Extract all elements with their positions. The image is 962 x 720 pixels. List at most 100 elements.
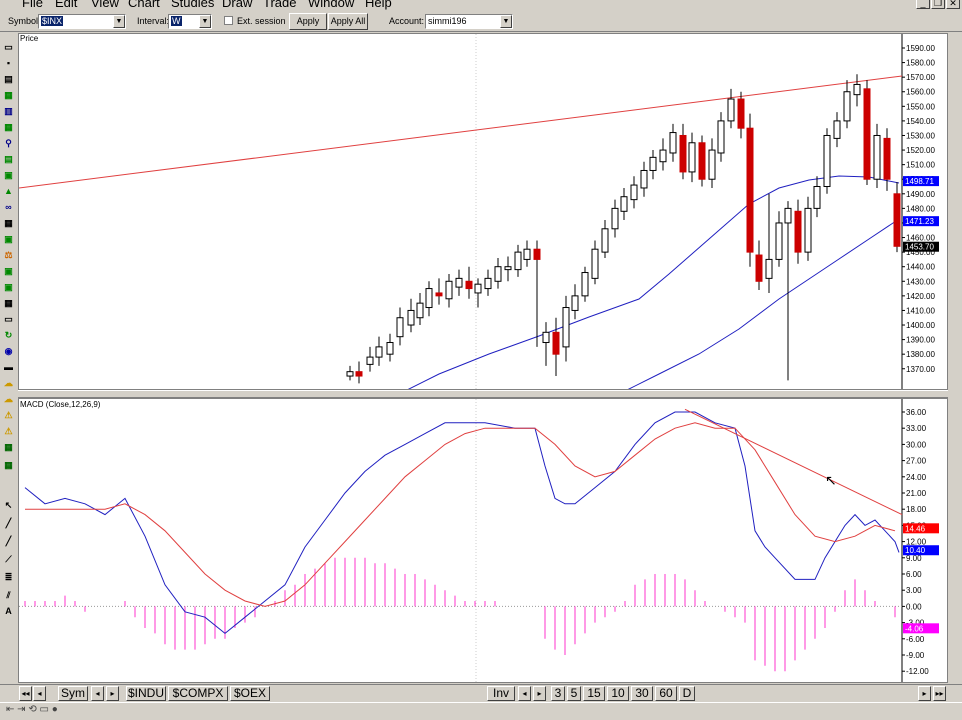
interval-tab-d[interactable]: D (679, 686, 695, 701)
chevron-down-icon[interactable]: ▼ (113, 15, 125, 28)
interval-tab-30[interactable]: 30 (631, 686, 653, 701)
menu-help[interactable]: Help (365, 0, 392, 10)
axis-tick-label: 1510.00 (906, 161, 935, 170)
ray-tool-icon[interactable]: ╱ (5, 536, 12, 546)
cloud-2-icon[interactable]: ☁ (4, 394, 13, 404)
sheet-icon[interactable]: ▦ (4, 122, 13, 132)
symbol-tab-indu[interactable]: $INDU (126, 686, 166, 701)
axis-tick-label: 0.00 (906, 602, 922, 611)
prev-symbol-icon[interactable]: ◂ (91, 686, 104, 701)
candle-bull (416, 302, 424, 319)
cloud-icon[interactable]: ☁ (4, 378, 13, 388)
text-tool-icon[interactable]: A (5, 606, 12, 616)
trend-tool-icon[interactable]: ⟋ (5, 554, 12, 564)
tool-t-icon[interactable]: ▣ (4, 266, 13, 276)
candle-bull (396, 317, 404, 338)
candle-bull (445, 280, 453, 300)
tool-p-icon[interactable]: ▣ (4, 282, 13, 292)
link-icon[interactable]: ∞ (5, 202, 12, 212)
candle-bear (863, 88, 871, 180)
interval-tab-10[interactable]: 10 (607, 686, 629, 701)
apply-all-button[interactable]: Apply All (328, 13, 368, 30)
save-icon[interactable]: ▪ (6, 58, 11, 68)
chevron-down-icon[interactable]: ▼ (199, 15, 211, 28)
macd-pane[interactable]: MACD (Close,12,26,9) 36.00 33.00 30.00 27.0… (18, 398, 948, 683)
restore-icon[interactable]: ❐ (931, 0, 945, 9)
candle-bull (407, 309, 415, 326)
spreadsheet-icon[interactable]: ▦ (4, 298, 13, 308)
symbol-tab-compx[interactable]: $COMPX (168, 686, 228, 701)
grid-icon[interactable]: ▦ (4, 218, 13, 228)
calc-2-icon[interactable]: ▦ (4, 460, 13, 470)
prev-interval-icon[interactable]: ◂ (518, 686, 531, 701)
ts-icon[interactable]: ▣ (4, 170, 13, 180)
candle-bull (484, 277, 492, 290)
channel-tool-icon[interactable]: ⫽ (6, 590, 11, 600)
scroll-right-icon[interactable]: ▸ (918, 686, 931, 701)
menu-trade[interactable]: Trade (263, 0, 297, 10)
tool-icon[interactable]: ▣ (4, 234, 13, 244)
price-chart[interactable]: 1590.00 1580.00 1570.00 1560.00 1550.00 1540.… (19, 34, 947, 389)
alert-icon[interactable]: ⚠ (4, 426, 13, 436)
adjacent-window-edge (948, 33, 962, 683)
l2-icon[interactable]: ▦ (4, 90, 13, 100)
interval-tab-3[interactable]: 3 (551, 686, 565, 701)
refresh-icon[interactable]: ↻ (4, 330, 13, 340)
bracket-icon[interactable]: ⚖ (4, 250, 13, 260)
candle-bull (765, 258, 773, 279)
print-icon[interactable]: ▤ (4, 74, 13, 84)
pane-separator[interactable] (18, 390, 948, 398)
table-icon[interactable]: ▤ (4, 154, 13, 164)
interval-tab-60[interactable]: 60 (655, 686, 677, 701)
axis-tick-label: -6.00 (906, 635, 925, 644)
next-symbol-icon[interactable]: ▸ (106, 686, 119, 701)
account-combo[interactable]: simmi196 ▼ (425, 14, 513, 29)
macd-chart[interactable]: 36.0033.0030.0027.0024.0021.0018.0015.00… (19, 399, 947, 682)
first-icon[interactable]: ◂◂ (19, 686, 32, 701)
warning-icon[interactable]: ⚠ (4, 410, 13, 420)
minimize-icon[interactable]: _ (916, 0, 930, 9)
axis-marker (903, 545, 939, 556)
fib-tool-icon[interactable]: ≣ (4, 572, 13, 582)
menu-edit[interactable]: Edit (55, 0, 78, 10)
price-pane[interactable]: Price 1590.00 1580.00 1570.00 1560.00 1550.0… (18, 33, 948, 390)
axis-tick-label: 24.00 (906, 473, 927, 482)
zoom-icon[interactable]: ⚲ (5, 138, 12, 148)
drawing-tools-icons[interactable]: ⇤ ⇥ ⟲ ▭ ● (6, 704, 58, 715)
last-icon[interactable]: ▸▸ (933, 686, 946, 701)
prev-icon[interactable]: ◂ (33, 686, 46, 701)
list-icon[interactable]: ▥ (4, 106, 13, 116)
candle-bull (784, 207, 792, 224)
menu-file[interactable]: File (22, 0, 43, 10)
ext-session-checkbox[interactable] (224, 16, 233, 25)
menu-chart[interactable]: Chart (128, 0, 160, 10)
cursor-icon[interactable]: ↖ (4, 500, 13, 510)
axis-tick-label: 1550.00 (906, 102, 935, 111)
calculator-icon[interactable]: ▦ (4, 442, 13, 452)
interval-tab-5[interactable]: 5 (567, 686, 581, 701)
menu-window[interactable]: Window (308, 0, 355, 10)
candle-bull (669, 132, 677, 154)
account-value: simmi196 (428, 16, 467, 26)
chevron-down-icon[interactable]: ▼ (500, 15, 512, 28)
window-icon[interactable]: ▭ (4, 314, 13, 324)
close-icon[interactable]: ✕ (946, 0, 960, 9)
candle-bull (843, 91, 851, 122)
inv-tab[interactable]: Inv (487, 686, 515, 701)
line-tool-icon[interactable]: ╱ (5, 518, 12, 528)
symbol-tab-oex[interactable]: $OEX (230, 686, 270, 701)
menu-view[interactable]: View (91, 0, 119, 10)
apply-button[interactable]: Apply (289, 13, 327, 30)
symbol-combo[interactable]: $INX ▼ (38, 14, 126, 29)
globe-icon[interactable]: ◉ (4, 346, 13, 356)
new-icon[interactable]: ▭ (4, 42, 13, 52)
interval-combo[interactable]: W ▼ (168, 14, 212, 29)
next-interval-icon[interactable]: ▸ (533, 686, 546, 701)
interval-tab-15[interactable]: 15 (583, 686, 605, 701)
menu-studies[interactable]: Studies (171, 0, 215, 10)
tool-a-icon[interactable]: ▲ (4, 186, 13, 196)
menu-draw[interactable]: Draw (222, 0, 253, 10)
candle-bear (465, 280, 473, 290)
macd-pane-label: MACD (Close,12,26,9) (20, 400, 101, 409)
sym-tab[interactable]: Sym (58, 686, 88, 701)
